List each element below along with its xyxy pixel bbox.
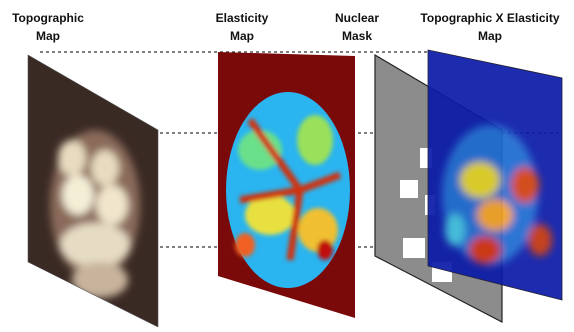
product-map (428, 50, 562, 300)
figure: Topographic Map Elasticity Map Nuclear M… (0, 0, 574, 327)
panel-title: Elasticity (216, 11, 269, 25)
panel-title: Topographic X Elasticity (420, 11, 559, 25)
titles: Topographic Map Elasticity Map Nuclear M… (12, 11, 560, 43)
topographic-map (28, 55, 158, 327)
panel-title: Map (478, 29, 502, 43)
panel-title: Mask (342, 29, 372, 43)
panel-title: Topographic (12, 11, 84, 25)
panel-title: Nuclear (335, 11, 379, 25)
panel-title: Map (36, 29, 60, 43)
panel-title: Map (230, 29, 254, 43)
elasticity-map (218, 52, 355, 318)
